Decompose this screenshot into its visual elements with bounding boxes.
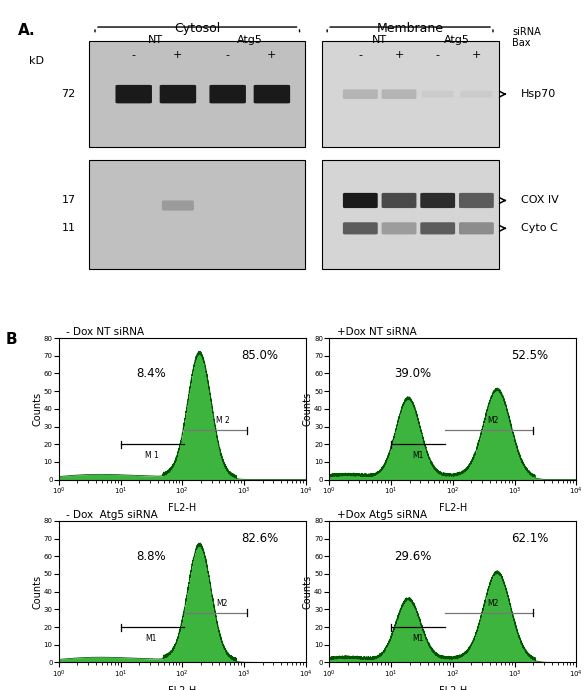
FancyBboxPatch shape	[382, 193, 416, 208]
FancyBboxPatch shape	[459, 222, 494, 235]
Text: 52.5%: 52.5%	[512, 349, 549, 362]
Text: Membrane: Membrane	[376, 22, 443, 35]
X-axis label: FL2-H: FL2-H	[439, 502, 467, 513]
Text: kD: kD	[29, 56, 44, 66]
Text: COX IV: COX IV	[520, 195, 559, 206]
Text: 8.8%: 8.8%	[136, 550, 166, 563]
Text: - Dox  Atg5 siRNA: - Dox Atg5 siRNA	[66, 510, 158, 520]
Text: +: +	[472, 50, 481, 60]
X-axis label: FL2-H: FL2-H	[168, 685, 196, 690]
Text: NT: NT	[148, 34, 163, 45]
Text: +: +	[395, 50, 404, 60]
Y-axis label: Counts: Counts	[32, 575, 42, 609]
FancyBboxPatch shape	[382, 89, 416, 99]
Text: +Dox Atg5 siRNA: +Dox Atg5 siRNA	[337, 510, 427, 520]
Text: M2: M2	[487, 416, 499, 425]
Text: M2: M2	[487, 599, 499, 608]
Text: Atg5: Atg5	[444, 34, 470, 45]
FancyBboxPatch shape	[253, 85, 290, 104]
FancyBboxPatch shape	[209, 85, 246, 104]
FancyBboxPatch shape	[343, 222, 377, 235]
Text: -: -	[436, 50, 440, 60]
Text: M 1: M 1	[145, 451, 158, 460]
Text: siRNA: siRNA	[512, 27, 541, 37]
Bar	[322, 160, 499, 269]
Text: M1: M1	[413, 451, 424, 460]
Text: A.: A.	[18, 23, 35, 38]
X-axis label: FL2-H: FL2-H	[439, 685, 467, 690]
Text: 8.4%: 8.4%	[136, 367, 166, 380]
Text: 39.0%: 39.0%	[394, 367, 431, 380]
Bar	[89, 41, 305, 147]
FancyBboxPatch shape	[420, 193, 455, 208]
Text: 11: 11	[62, 224, 76, 233]
FancyBboxPatch shape	[343, 193, 377, 208]
FancyBboxPatch shape	[343, 89, 377, 99]
FancyBboxPatch shape	[115, 85, 152, 104]
FancyBboxPatch shape	[420, 222, 455, 235]
Text: Cyto C: Cyto C	[520, 224, 557, 233]
Text: B: B	[6, 333, 18, 347]
Text: 17: 17	[62, 195, 76, 206]
Text: 29.6%: 29.6%	[394, 550, 432, 563]
Text: +Dox NT siRNA: +Dox NT siRNA	[337, 327, 416, 337]
Text: Cytosol: Cytosol	[174, 22, 220, 35]
Text: M1: M1	[413, 634, 424, 643]
Text: -: -	[226, 50, 230, 60]
Text: 82.6%: 82.6%	[241, 532, 278, 545]
FancyBboxPatch shape	[160, 85, 196, 104]
Text: M1: M1	[146, 634, 157, 643]
Text: - Dox NT siRNA: - Dox NT siRNA	[66, 327, 144, 337]
Text: -: -	[358, 50, 362, 60]
FancyBboxPatch shape	[422, 91, 454, 97]
Text: +: +	[267, 50, 276, 60]
Text: M2: M2	[217, 599, 228, 608]
FancyBboxPatch shape	[459, 193, 494, 208]
Text: Hsp70: Hsp70	[520, 89, 556, 99]
FancyBboxPatch shape	[460, 91, 492, 97]
Text: 85.0%: 85.0%	[241, 349, 278, 362]
Text: 72: 72	[61, 89, 76, 99]
Y-axis label: Counts: Counts	[303, 575, 313, 609]
Text: 62.1%: 62.1%	[511, 532, 549, 545]
FancyBboxPatch shape	[382, 222, 416, 235]
FancyBboxPatch shape	[162, 201, 194, 210]
Y-axis label: Counts: Counts	[303, 392, 313, 426]
X-axis label: FL2-H: FL2-H	[168, 502, 196, 513]
Y-axis label: Counts: Counts	[32, 392, 42, 426]
Text: Atg5: Atg5	[237, 34, 263, 45]
Text: -: -	[132, 50, 136, 60]
Text: NT: NT	[372, 34, 387, 45]
Text: M 2: M 2	[216, 416, 229, 425]
Bar	[89, 160, 305, 269]
Text: +: +	[173, 50, 183, 60]
Text: Bax: Bax	[512, 39, 531, 48]
Bar	[322, 41, 499, 147]
